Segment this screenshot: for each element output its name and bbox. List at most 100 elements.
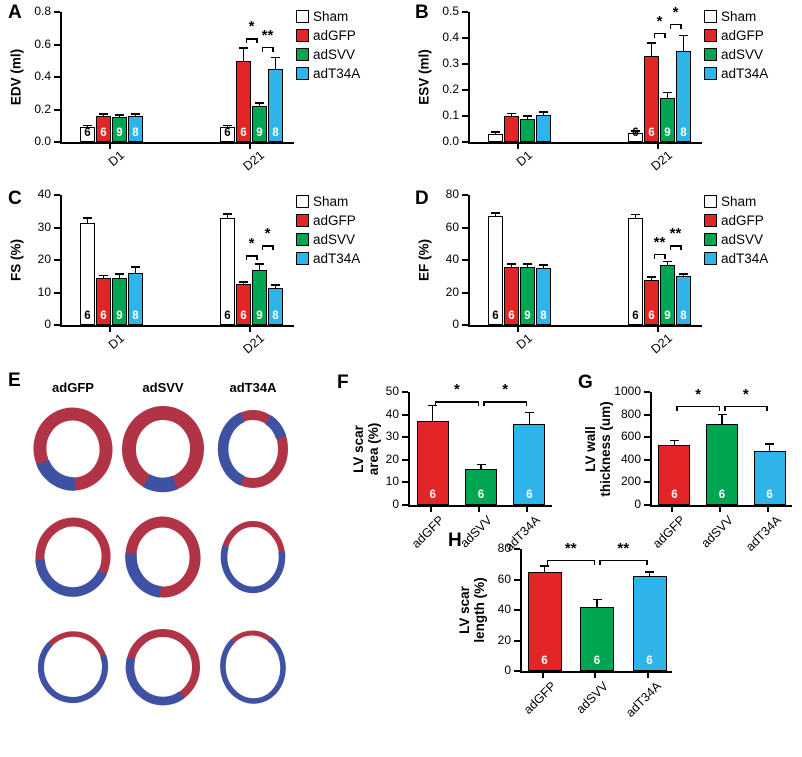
error-bar-cap xyxy=(115,273,124,275)
significance-bracket-tick xyxy=(245,38,247,43)
significance-bracket-tick xyxy=(256,38,258,43)
legend-item-label: Sham xyxy=(721,9,757,24)
error-bar-cap xyxy=(647,276,656,278)
significance-bracket-tick xyxy=(669,245,671,251)
significance-label: * xyxy=(264,225,271,243)
bar-Sham xyxy=(488,216,503,325)
n-label: 6 xyxy=(646,655,653,667)
y-tick xyxy=(462,259,468,261)
y-tick-label: 0.4 xyxy=(442,30,459,44)
legend-item-label: adGFP xyxy=(721,28,764,43)
bar-Sham xyxy=(628,132,643,142)
panel-label-H: H xyxy=(448,530,462,551)
y-tick-label: 0.6 xyxy=(34,36,51,51)
significance-label: * xyxy=(695,385,702,403)
y-tick-label: 0 xyxy=(504,663,511,677)
error-bar-stem xyxy=(274,57,277,69)
significance-bracket-tick xyxy=(599,559,601,565)
significance-bracket-tick xyxy=(664,32,666,38)
histology-cell xyxy=(119,616,207,718)
bar-adT34A xyxy=(268,68,283,142)
y-tick-label: 60 xyxy=(497,571,511,586)
y-tick xyxy=(54,108,60,111)
error-bar-stem xyxy=(242,281,245,285)
n-label: 9 xyxy=(664,310,671,322)
x-tick xyxy=(516,327,519,332)
y-tick-label: 200 xyxy=(620,474,641,489)
significance-bracket-tick xyxy=(245,255,247,261)
legend-item-label: adGFP xyxy=(721,213,764,228)
error-bar-cap xyxy=(523,263,532,265)
error-bar-stem xyxy=(542,264,545,269)
legend-item-label: adT34A xyxy=(721,66,769,81)
significance-label: ** xyxy=(617,539,630,557)
n-label: 6 xyxy=(766,489,773,501)
significance-bracket-tick xyxy=(646,559,648,565)
bar-Sham xyxy=(220,217,235,325)
significance-bracket-tick xyxy=(483,401,485,407)
x-tick xyxy=(108,144,111,149)
n-label: 9 xyxy=(664,127,671,139)
error-bar-stem xyxy=(542,112,545,115)
x-tick xyxy=(429,507,432,512)
n-label: 6 xyxy=(100,127,107,139)
error-bar-stem xyxy=(258,263,261,270)
y-tick-label: 40 xyxy=(445,252,459,266)
error-bar-cap xyxy=(669,439,679,442)
n-label: 6 xyxy=(477,489,485,501)
y-tick-label: 80 xyxy=(445,187,459,201)
significance-bracket xyxy=(261,46,274,49)
x-tick xyxy=(541,673,544,678)
panel-label-E: E xyxy=(8,370,21,391)
x-tick xyxy=(478,507,480,512)
bar-adSVV xyxy=(520,118,535,142)
error-bar-cap xyxy=(539,264,548,266)
legend-item: Sham xyxy=(296,7,360,26)
error-bar-cap xyxy=(255,263,264,265)
y-tick-label: 20 xyxy=(445,284,459,299)
n-label: 9 xyxy=(116,127,123,139)
y-tick xyxy=(54,11,60,13)
n-label: 8 xyxy=(680,310,687,322)
legend: Sham adGFP adSVV adT34A xyxy=(296,192,360,268)
n-label: 6 xyxy=(240,310,247,322)
histology-column-header: adT34A xyxy=(229,380,277,395)
error-bar-stem xyxy=(526,264,529,267)
bar-adT34A xyxy=(268,287,283,325)
y-tick-label: 40 xyxy=(385,406,399,421)
significance-bracket-tick xyxy=(546,559,548,565)
legend-item-label: adSVV xyxy=(313,232,356,247)
y-tick-label: 0.0 xyxy=(442,134,459,148)
error-bar-cap xyxy=(83,217,92,219)
histology-cell xyxy=(119,506,207,608)
error-bar-cap xyxy=(131,266,140,268)
error-bar-stem xyxy=(102,114,105,116)
y-tick xyxy=(402,458,408,461)
n-label: 9 xyxy=(256,127,263,139)
significance-bracket xyxy=(653,253,666,255)
histology-cell xyxy=(209,506,297,608)
significance-bracket-tick xyxy=(434,401,437,407)
plot-area: 6 6 9 8 * * xyxy=(468,4,702,144)
plot-area: 6 6 6 * * xyxy=(408,381,552,507)
error-bar-cap xyxy=(663,260,672,263)
y-tick xyxy=(54,194,60,196)
y-axis-label-line: LV wall xyxy=(583,425,598,472)
error-bar-stem xyxy=(648,571,651,577)
legend: Sham adGFP adSVV adT34A xyxy=(704,7,768,83)
y-tick xyxy=(514,548,520,550)
legend-swatch-adGFP xyxy=(704,214,717,227)
y-tick xyxy=(514,578,520,581)
error-bar-stem xyxy=(102,275,105,278)
bar-adT34A xyxy=(632,576,667,671)
significance-bracket xyxy=(245,255,258,257)
legend-item-label: adT34A xyxy=(313,66,361,81)
y-tick xyxy=(644,436,650,439)
significance-bracket-tick xyxy=(653,32,655,38)
y-tick-label: 80 xyxy=(497,541,511,555)
bar-adSVV xyxy=(706,423,738,505)
y-tick-label: 400 xyxy=(620,451,641,466)
error-bar-cap xyxy=(271,284,280,286)
y-tick-label: 10 xyxy=(37,284,51,299)
legend-swatch-Sham xyxy=(296,195,309,208)
